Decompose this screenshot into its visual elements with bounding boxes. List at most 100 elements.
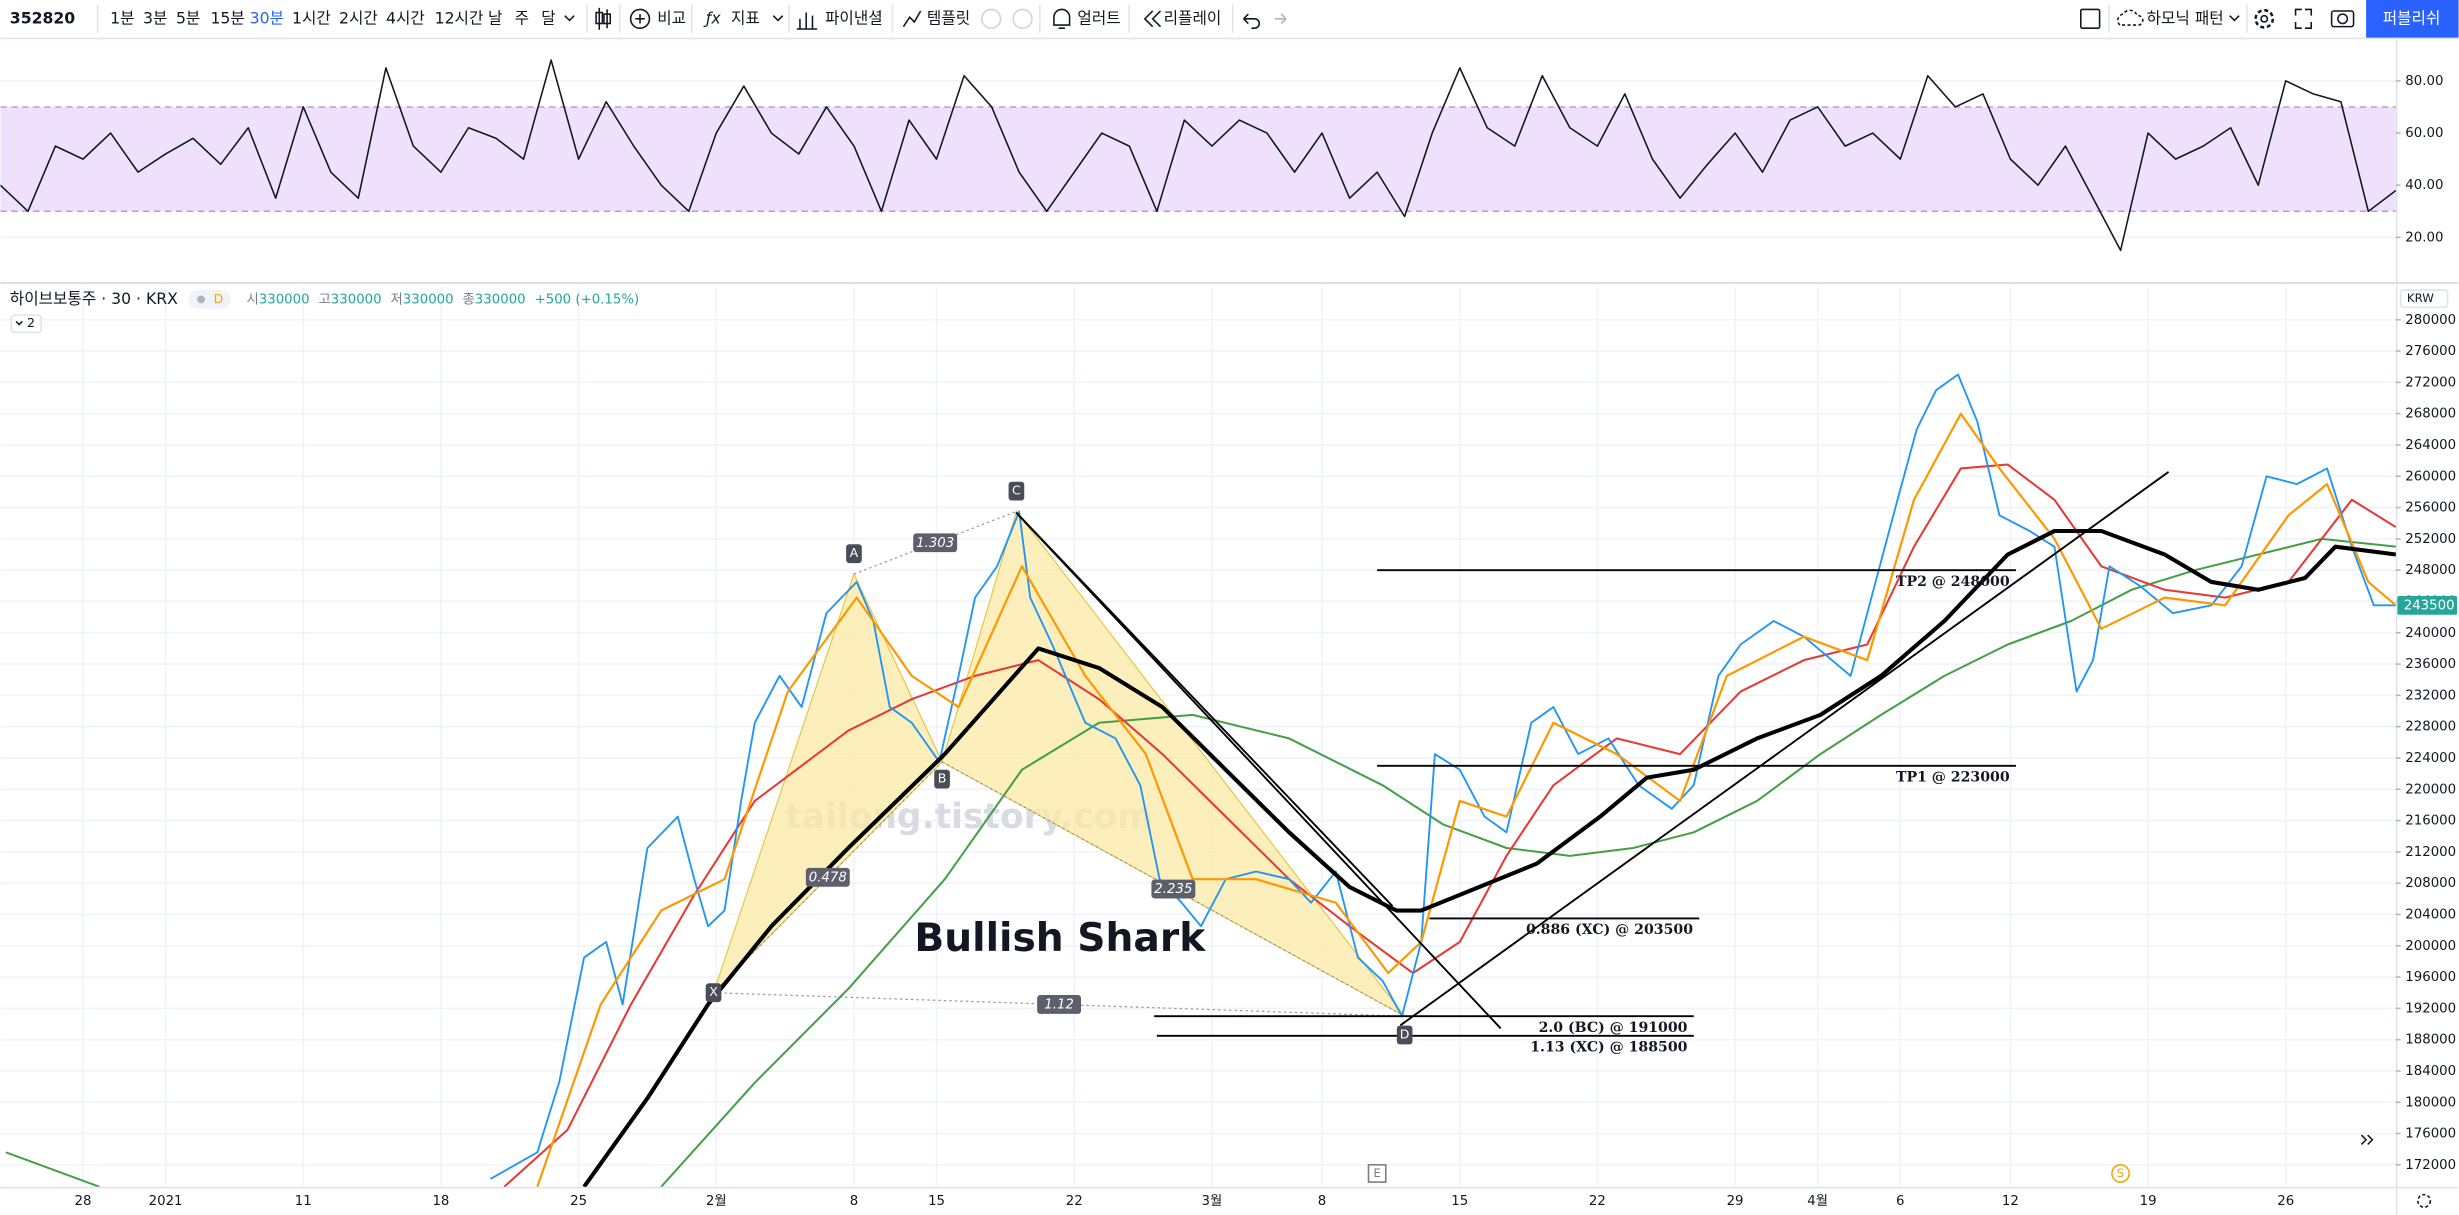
cloud-icon[interactable]	[2117, 9, 2144, 26]
chevron[interactable]	[564, 15, 575, 22]
undo-button[interactable]	[1243, 13, 1260, 30]
interval-button[interactable]: 날	[488, 8, 502, 27]
symbol-title: 하이브보통주 · 30 · KRX	[10, 289, 178, 308]
series-line	[5, 537, 2396, 1187]
currency-box[interactable]	[2399, 289, 2449, 309]
interval-button[interactable]: 15분	[210, 8, 244, 27]
x-tick-label: 3월	[1202, 1193, 1223, 1209]
layout-button[interactable]	[2080, 8, 2101, 30]
interval-button[interactable]: 1분	[110, 8, 134, 27]
alert-icon[interactable]	[1053, 8, 1071, 30]
pattern-point-label: D	[1400, 1027, 1410, 1042]
financials-button[interactable]: 파이낸셜	[825, 8, 883, 27]
axis-settings[interactable]	[2417, 1193, 2432, 1208]
y-tick-label: 260000	[2405, 469, 2456, 484]
publish-button[interactable]	[2366, 0, 2459, 38]
interval-button[interactable]: 달	[541, 8, 555, 27]
scroll-right[interactable]	[2360, 1134, 2374, 1146]
symbol[interactable]: 352820	[10, 8, 75, 27]
ohlc-value: 330000	[259, 292, 310, 307]
replay-button[interactable]: 리플레이	[1164, 8, 1222, 27]
trend-line	[1015, 512, 1502, 1030]
legend: 하이브보통주 · 30 · KRX D 시330000 고330000 저330…	[10, 289, 2449, 1208]
x-tick-label: 19	[2140, 1194, 2157, 1209]
y-tick-label: 180000	[2405, 1095, 2456, 1110]
interval-button[interactable]: 3분	[143, 8, 167, 27]
x-tick-label: 8	[1318, 1194, 1326, 1209]
y-tick-label: 268000	[2405, 407, 2456, 422]
currency[interactable]: KRW	[2407, 291, 2434, 305]
replay-icon[interactable]	[1143, 10, 1162, 28]
interval-button[interactable]: 2시간	[339, 8, 378, 27]
x-tick-label: 22	[1589, 1194, 1606, 1209]
harmonic-button[interactable]: 하모닉 패턴	[2147, 8, 2224, 27]
interval-button[interactable]: 1시간	[292, 8, 331, 27]
trend-line	[1399, 471, 2170, 1027]
ohlc-value: 330000	[475, 292, 526, 307]
x-tick-label: 4월	[1807, 1193, 1828, 1209]
series-line	[503, 463, 2396, 1187]
pattern-point-label: B	[938, 771, 947, 786]
x-tick-label: 26	[2277, 1194, 2294, 1209]
interval-button[interactable]: 주	[515, 8, 529, 27]
x-tick-label: 25	[570, 1194, 587, 1209]
y-tick-label: 216000	[2405, 814, 2456, 829]
compare-button[interactable]: 비교	[657, 8, 686, 27]
fullscreen-button[interactable]	[2294, 8, 2313, 30]
chevron[interactable]	[15, 320, 23, 326]
series-line	[490, 373, 2396, 1180]
x-tick-label: 2021	[149, 1194, 183, 1209]
y-tick-label: 212000	[2405, 845, 2456, 860]
overlay: Bullish Shark TP2 @ 248000 TP1 @ 223000 0.…	[705, 471, 2170, 1056]
event-label: S	[2117, 1166, 2124, 1180]
chevron[interactable]	[772, 15, 784, 22]
ohlc-label: 종	[463, 292, 475, 307]
x-tick-label: 15	[928, 1194, 945, 1209]
fx-icon[interactable]: ƒx	[703, 8, 722, 27]
ohlc-label: 시	[247, 292, 259, 307]
change: +500 (+0.15%)	[535, 292, 640, 307]
collapse-count[interactable]: 2	[27, 315, 35, 330]
ohlc: 시330000 고330000 저330000 종330000 +500 (+0…	[247, 291, 640, 307]
x-tick-label: 15	[1451, 1194, 1468, 1209]
last-price-label: 243500	[2404, 598, 2455, 613]
screenshot-button[interactable]	[2330, 10, 2355, 28]
indicators-button[interactable]: 지표	[731, 8, 760, 27]
ratio-box	[913, 533, 958, 553]
series-line	[582, 528, 2396, 1187]
redo-button[interactable]	[1274, 13, 1287, 25]
y-tick-label: 192000	[2405, 1001, 2456, 1016]
shortcut-icon[interactable]	[981, 8, 1002, 30]
interval-button[interactable]: 5분	[176, 8, 200, 27]
templates-icon[interactable]	[902, 10, 922, 28]
templates-button[interactable]: 템플릿	[927, 8, 970, 27]
collapse-button[interactable]	[10, 314, 42, 334]
axes: 20.00 40.00 60.00 80.00 28 2021 11 18 25 2월 8 15 22 3…	[75, 74, 2458, 1209]
y-tick-label: 204000	[2405, 907, 2456, 922]
event-label: E	[1373, 1166, 1380, 1180]
pattern-point	[846, 544, 862, 564]
x-tick-label: 18	[432, 1194, 449, 1209]
y-tick-label: 236000	[2405, 657, 2456, 672]
level-label: 2.0 (BC) @ 191000	[1539, 1020, 1688, 1036]
x-tick-label: 12	[2002, 1194, 2019, 1209]
y-tick-label: 208000	[2405, 876, 2456, 891]
ohlc-value: 330000	[403, 292, 454, 307]
ohlc-label: 저	[391, 291, 403, 307]
y-tick-label: 172000	[2405, 1158, 2456, 1173]
event-marker	[2111, 1164, 2130, 1183]
shortcut-icon[interactable]	[1012, 8, 1033, 30]
ratio-label: 1.303	[916, 536, 954, 551]
chevron[interactable]	[2229, 15, 2240, 22]
candle-icon[interactable]	[595, 7, 612, 30]
compare-icon[interactable]	[629, 8, 651, 30]
interval-button[interactable]: 30분	[250, 8, 284, 27]
interval-button[interactable]: 12시간	[435, 8, 484, 27]
publish-label[interactable]: 퍼블리쉬	[2383, 8, 2441, 27]
financials-icon[interactable]	[796, 12, 818, 30]
y-tick-label: 184000	[2405, 1064, 2456, 1079]
x-tick-label: 29	[1727, 1194, 1744, 1209]
interval-button[interactable]: 4시간	[386, 8, 425, 27]
pattern-point	[934, 769, 950, 789]
alert-button[interactable]: 얼러트	[1077, 8, 1120, 27]
